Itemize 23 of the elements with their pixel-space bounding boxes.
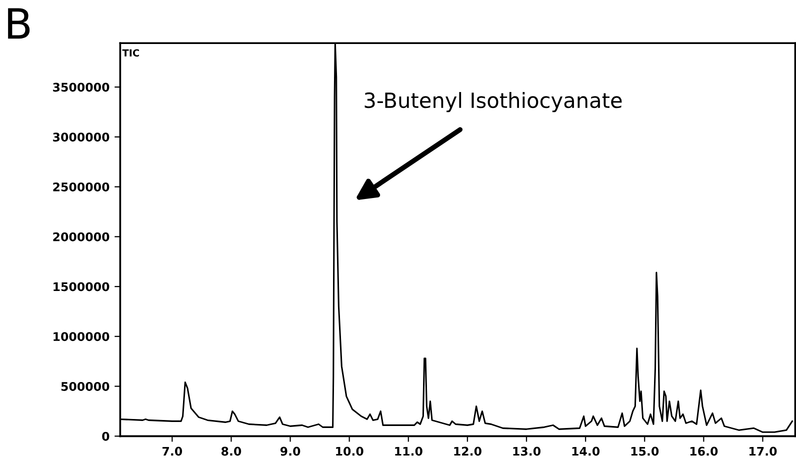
y-tick-label: 2500000 xyxy=(53,182,110,192)
x-tick-label: 13.0 xyxy=(513,446,540,456)
x-tick-label: 15.0 xyxy=(631,446,659,456)
x-tick-label: 11.0 xyxy=(395,446,422,456)
y-tick-label: 0 xyxy=(102,432,110,441)
annotation: 3-Butenyl Isothiocyanate xyxy=(364,92,622,112)
x-tick-label: 10.0 xyxy=(336,446,364,456)
annotation: TIC xyxy=(122,49,139,57)
y-tick-label: 500000 xyxy=(61,382,110,391)
x-tick-label: 17.0 xyxy=(749,446,777,456)
y-tick-label: 2000000 xyxy=(53,232,110,242)
line-series xyxy=(120,43,794,433)
x-tick-label: 12.0 xyxy=(454,446,482,456)
y-tick-label: 3500000 xyxy=(53,82,110,92)
x-tick-label: 9.0 xyxy=(280,446,300,456)
y-tick-label: 1500000 xyxy=(54,282,110,292)
y-tick-label: 3000000 xyxy=(53,132,110,142)
chart-title: B xyxy=(8,8,30,39)
x-tick-label: 8.0 xyxy=(221,446,242,456)
y-tick-label: 1000000 xyxy=(54,332,110,342)
x-tick-label: 16.0 xyxy=(690,446,718,456)
x-tick-label: 14.0 xyxy=(572,446,600,456)
x-tick-label: 7.0 xyxy=(162,446,182,456)
